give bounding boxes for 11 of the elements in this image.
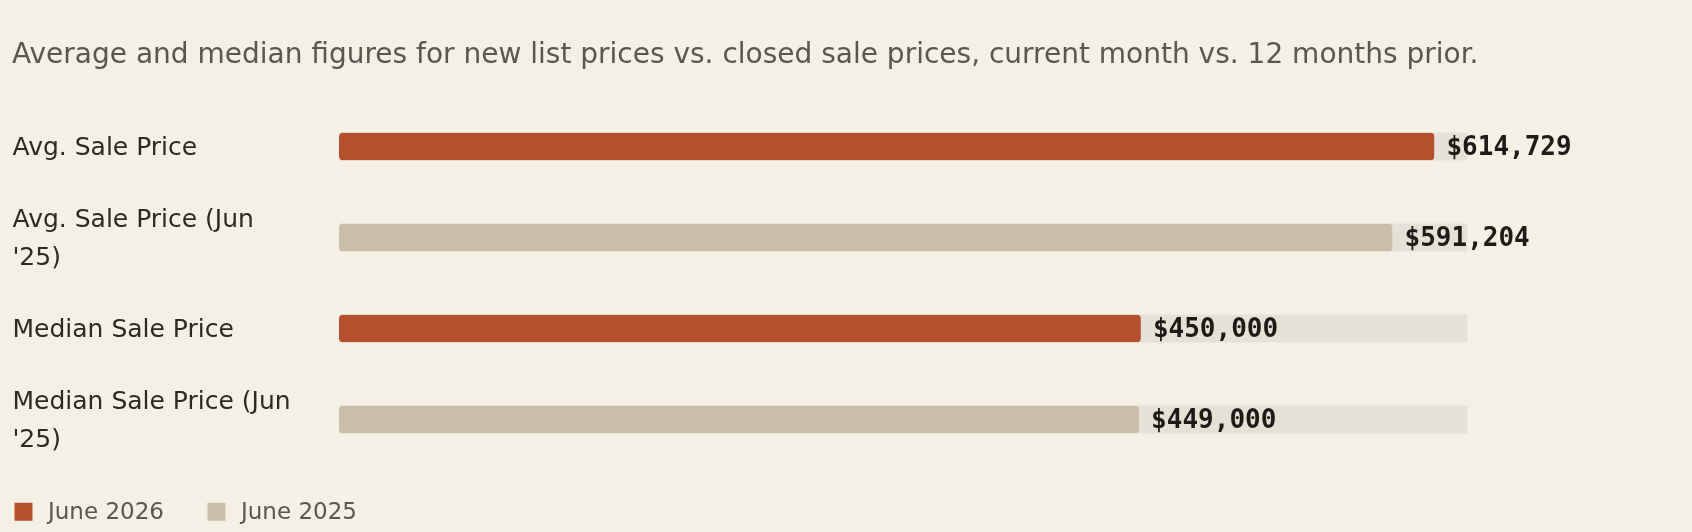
chart-title: Average and median figures for new list prices vs. closed sale prices, current month vs. 12 months prior. [12,37,1479,70]
data-label: $449,000 [1151,403,1277,434]
y-tick-label: Median Sale Price [12,313,234,343]
data-label: $591,204 [1404,221,1530,252]
data-label: $614,729 [1446,130,1572,161]
y-tick-label: Avg. Sale Price [12,131,198,161]
data-label: $450,000 [1152,312,1279,343]
legend-label: June 2026 [46,497,164,524]
y-tick-label: Avg. Sale Price (Jun '25) [12,203,254,271]
y-tick-label: Median Sale Price (Jun '25) [12,385,291,453]
legend-label: June 2025 [239,497,357,524]
